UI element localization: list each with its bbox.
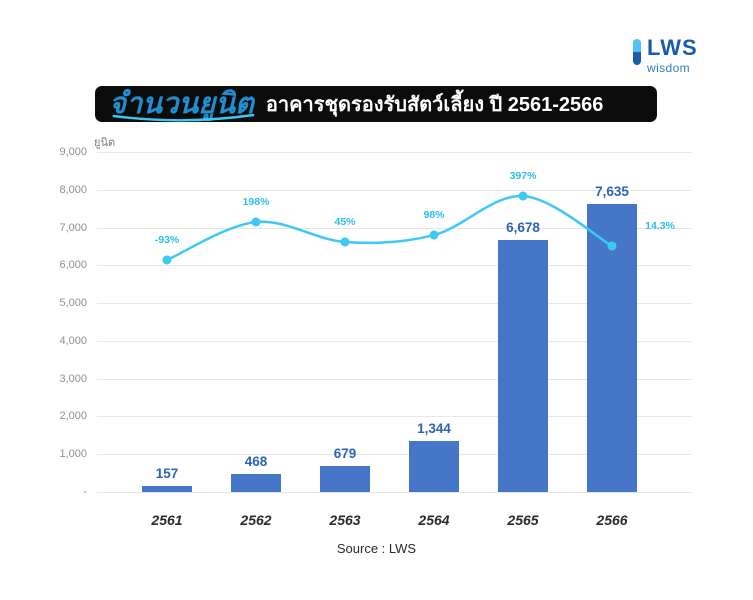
gridline (97, 303, 692, 305)
logo-text: LWS wisdom (647, 35, 698, 75)
x-tick-label: 2561 (151, 512, 183, 528)
title-text: อาคารชุดรองรับสัตว์เลี้ยง ปี 2561-2566 (265, 94, 604, 116)
gridline (97, 378, 692, 380)
y-tick-label: 6,000 (59, 259, 87, 272)
lws-logo: LWS wisdom (633, 37, 698, 74)
bar (587, 203, 637, 492)
title-highlight-wrap: จำนวนยูนิต (109, 87, 255, 121)
bar-value-label: 1,344 (417, 421, 451, 437)
y-tick-label: 3,000 (59, 372, 87, 385)
y-axis-label: ยูนิต (94, 137, 116, 149)
growth-percent-label: 45% (334, 215, 356, 228)
underline-swoosh-icon (112, 113, 255, 121)
bar-value-label: 6,678 (506, 219, 540, 235)
gridline (97, 152, 692, 153)
bar (231, 474, 281, 492)
bar (320, 466, 370, 492)
source-label: Source : LWS (336, 541, 417, 556)
y-tick-label: 7,000 (59, 221, 87, 234)
bar (142, 486, 192, 492)
logo-brand: LWS (647, 35, 698, 60)
x-tick-label: 2565 (507, 512, 539, 528)
y-tick-label: 4,000 (59, 334, 87, 347)
growth-percent-label: 198% (242, 195, 270, 208)
logo-bar-icon (633, 39, 641, 65)
gridline (97, 492, 692, 493)
bar (498, 239, 548, 492)
bar-value-label: 679 (333, 446, 357, 462)
bar (409, 441, 459, 492)
y-tick-label: - (83, 486, 87, 498)
x-tick-label: 2562 (240, 512, 272, 528)
x-tick-label: 2566 (596, 512, 628, 528)
bar-value-label: 7,635 (595, 183, 629, 199)
bar-value-label: 157 (155, 466, 179, 482)
growth-percent-label: 14.3% (645, 219, 675, 232)
gridline (97, 416, 692, 418)
gridline (97, 454, 692, 456)
growth-percent-label: -93% (154, 233, 180, 246)
y-tick-label: 5,000 (59, 297, 87, 310)
bar-value-label: 468 (244, 454, 268, 470)
gridline (97, 340, 692, 342)
growth-percent-label: 397% (509, 170, 537, 182)
logo-tagline: wisdom (647, 61, 691, 75)
growth-percent-label: 98% (423, 209, 445, 222)
y-tick-label: 8,000 (59, 183, 87, 196)
gridline (97, 265, 692, 267)
x-tick-label: 2564 (418, 512, 450, 528)
y-tick-label: 9,000 (59, 146, 87, 158)
chart-title-banner: จำนวนยูนิต อาคารชุดรองรับสัตว์เลี้ยง ปี … (95, 86, 657, 122)
y-tick-label: 1,000 (59, 448, 87, 461)
y-tick-label: 2,000 (59, 410, 87, 423)
title-highlight: จำนวนยูนิต (109, 87, 254, 120)
gridline (97, 189, 692, 191)
x-tick-label: 2563 (329, 512, 361, 528)
